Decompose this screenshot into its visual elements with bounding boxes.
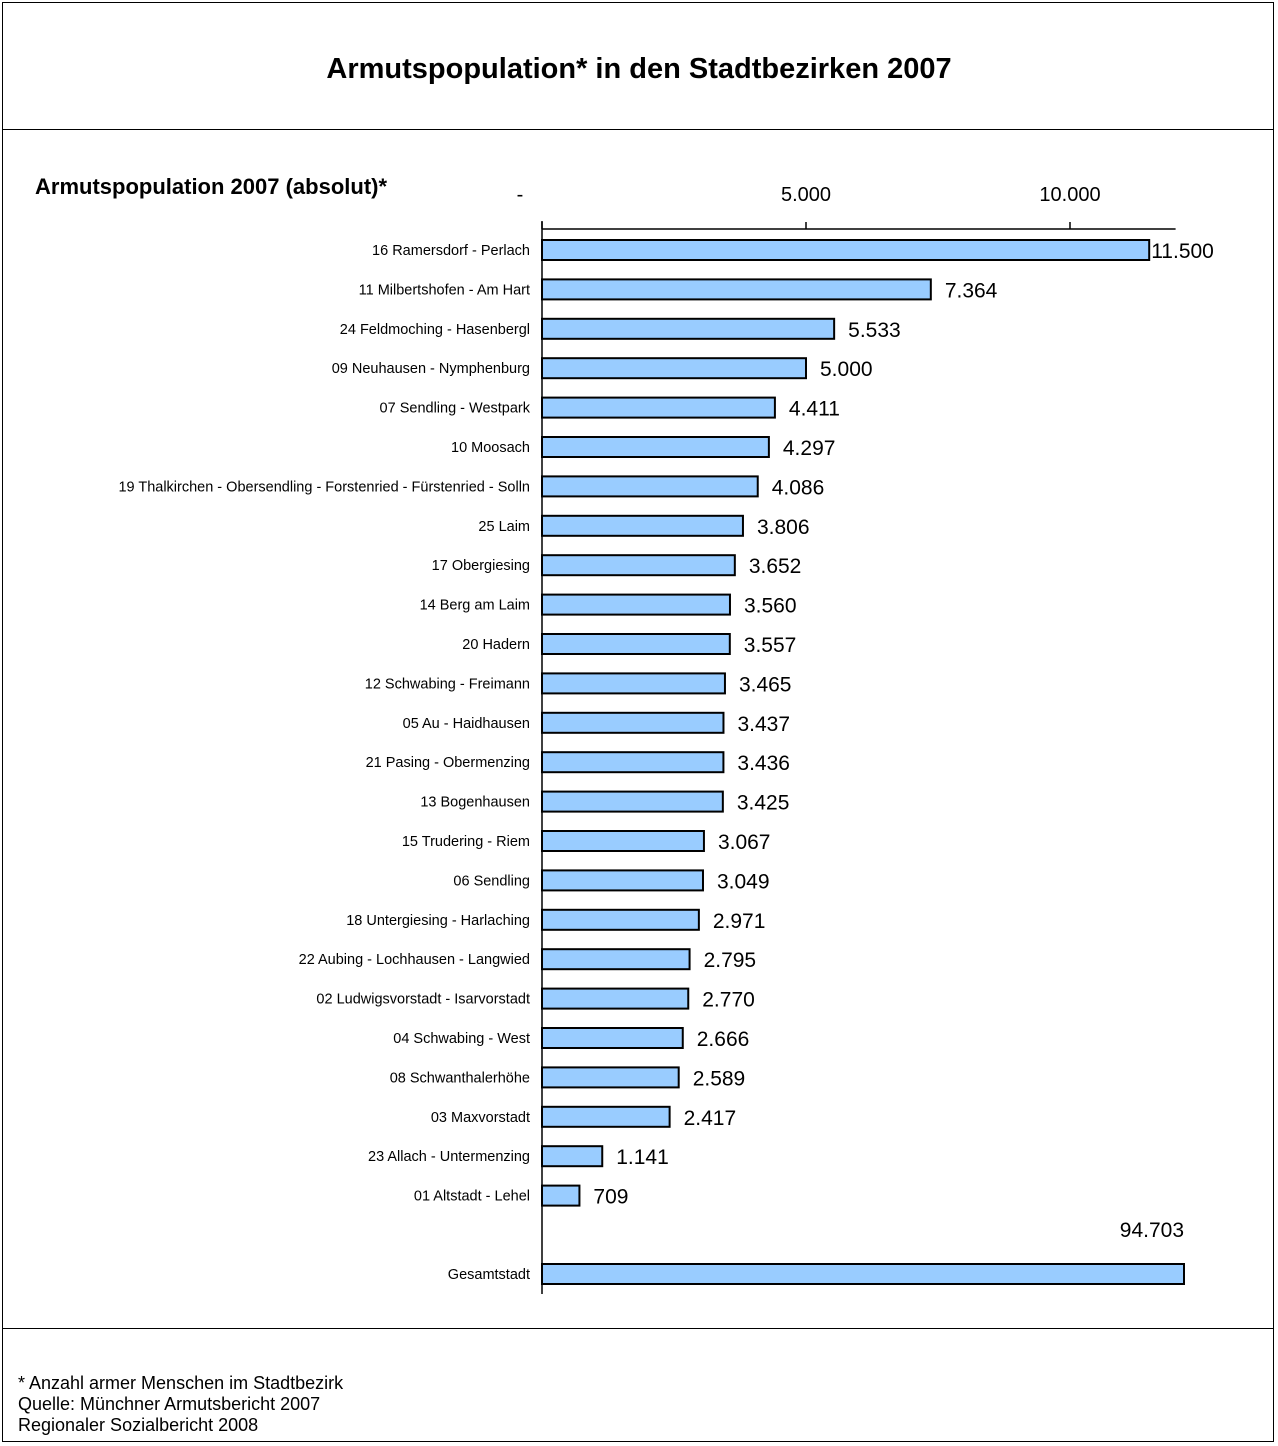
bar bbox=[541, 278, 932, 301]
bar-chart: Armutspopulation 2007 (absolut)* -5.000 1… bbox=[35, 174, 1214, 1294]
x-tick-label: 10.000 bbox=[1039, 184, 1100, 206]
category-label: 08 Schwanthalerhöhe bbox=[390, 1070, 530, 1086]
bar-value-label: 709 bbox=[593, 1186, 628, 1209]
source-line: Quelle: Münchner Armutsbericht 2007 bbox=[18, 1394, 321, 1414]
bar bbox=[541, 830, 705, 852]
category-label: 12 Schwabing - Freimann bbox=[365, 676, 530, 692]
category-label: 22 Aubing - Lochhausen - Langwied bbox=[299, 952, 530, 968]
bar-value-label: 4.411 bbox=[789, 398, 840, 421]
bar bbox=[541, 751, 725, 774]
category-label: 10 Moosach bbox=[451, 440, 530, 456]
bar bbox=[541, 633, 731, 655]
bar bbox=[541, 790, 724, 813]
bar-value-label: 3.560 bbox=[744, 595, 797, 618]
x-tick-label: - bbox=[517, 184, 524, 206]
category-label: 14 Berg am Laim bbox=[420, 598, 530, 614]
category-label: 07 Sendling - Westpark bbox=[380, 401, 531, 417]
bar bbox=[541, 436, 770, 458]
total-bar bbox=[541, 1263, 1185, 1285]
bar-value-label: 3.049 bbox=[717, 870, 770, 893]
bar bbox=[541, 1066, 680, 1089]
bar-value-label: 3.806 bbox=[757, 516, 810, 539]
category-label: 25 Laim bbox=[478, 519, 530, 535]
bar-value-label: 4.297 bbox=[783, 437, 836, 460]
bar-value-label: 2.971 bbox=[713, 910, 766, 933]
bar bbox=[541, 1027, 684, 1049]
bar-value-label: 2.795 bbox=[704, 949, 757, 972]
bar-value-label: 5.000 bbox=[820, 358, 873, 381]
bar-value-label: 3.557 bbox=[744, 634, 797, 657]
bar bbox=[541, 908, 700, 931]
bar bbox=[541, 711, 725, 734]
category-label: 20 Hadern bbox=[462, 637, 530, 653]
bar bbox=[541, 1145, 604, 1168]
bar bbox=[541, 948, 691, 971]
category-label: 09 Neuhausen - Nymphenburg bbox=[332, 361, 530, 377]
bar bbox=[541, 317, 836, 340]
chart-title: Armutspopulation 2007 (absolut)* bbox=[35, 174, 387, 199]
bar-value-label: 3.437 bbox=[737, 713, 790, 736]
x-tick-label: 5.000 bbox=[781, 184, 831, 206]
category-label: 02 Ludwigsvorstadt - Isarvorstadt bbox=[316, 992, 530, 1008]
title-box: Armutspopulation* in den Stadtbezirken 2… bbox=[2, 2, 1274, 130]
bar-value-label: 4.086 bbox=[772, 476, 825, 499]
bar-value-label: 2.666 bbox=[697, 1028, 750, 1051]
total-category-label: Gesamtstadt bbox=[448, 1267, 530, 1283]
bar bbox=[541, 554, 736, 577]
bar-value-label: 11.500 bbox=[1151, 240, 1214, 263]
bar-value-label: 2.417 bbox=[684, 1107, 737, 1130]
footnote: * Anzahl armer Menschen im Stadtbezirk bbox=[18, 1373, 344, 1393]
source-line-2: Regionaler Sozialbericht 2008 bbox=[18, 1415, 259, 1435]
category-label: 01 Altstadt - Lehel bbox=[414, 1189, 530, 1205]
bar-value-label: 3.436 bbox=[737, 752, 790, 775]
category-label: 15 Trudering - Riem bbox=[402, 834, 530, 850]
bar-value-label: 7.364 bbox=[945, 279, 998, 302]
bar bbox=[541, 987, 690, 1010]
category-label: 13 Bogenhausen bbox=[420, 795, 530, 811]
bar-value-label: 3.067 bbox=[718, 831, 771, 854]
category-label: 23 Allach - Untermenzing bbox=[368, 1149, 530, 1165]
total-value-label: 94.703 bbox=[1120, 1219, 1184, 1242]
category-label: 16 Ramersdorf - Perlach bbox=[372, 243, 530, 259]
category-label: 18 Untergiesing - Harlaching bbox=[346, 913, 530, 929]
bar-value-label: 1.141 bbox=[616, 1146, 669, 1169]
bars: 16 Ramersdorf - Perlach 11.500 11 Milberts… bbox=[118, 239, 1214, 1285]
category-label: 06 Sendling bbox=[453, 873, 530, 889]
bar bbox=[541, 514, 744, 537]
bar bbox=[541, 239, 1151, 261]
category-label: 19 Thalkirchen - Obersendling - Forstenr… bbox=[118, 479, 530, 495]
bar-value-label: 2.770 bbox=[702, 989, 755, 1012]
bar bbox=[541, 475, 759, 498]
bar bbox=[541, 593, 731, 616]
bar bbox=[541, 672, 726, 695]
bar-value-label: 5.533 bbox=[848, 319, 901, 342]
category-label: 17 Obergiesing bbox=[432, 558, 530, 574]
category-label: 04 Schwabing - West bbox=[393, 1031, 530, 1047]
category-label: 11 Milbertshofen - Am Hart bbox=[359, 282, 530, 298]
bar-value-label: 3.652 bbox=[749, 555, 802, 578]
page-title: Armutspopulation* in den Stadtbezirken 2… bbox=[326, 53, 952, 85]
bar bbox=[541, 1105, 671, 1128]
bar-value-label: 2.589 bbox=[693, 1067, 746, 1090]
bar-value-label: 3.425 bbox=[737, 792, 790, 815]
bar-value-label: 3.465 bbox=[739, 673, 792, 696]
category-label: 03 Maxvorstadt bbox=[431, 1110, 530, 1126]
bar bbox=[541, 1184, 581, 1207]
footer: * Anzahl armer Menschen im Stadtbezirk Q… bbox=[2, 1328, 1274, 1442]
bar bbox=[541, 869, 704, 892]
bar bbox=[541, 396, 776, 419]
category-label: 21 Pasing - Obermenzing bbox=[366, 755, 530, 771]
category-label: 05 Au - Haidhausen bbox=[403, 716, 530, 732]
bar bbox=[541, 357, 807, 380]
category-label: 24 Feldmoching - Hasenbergl bbox=[340, 322, 530, 338]
